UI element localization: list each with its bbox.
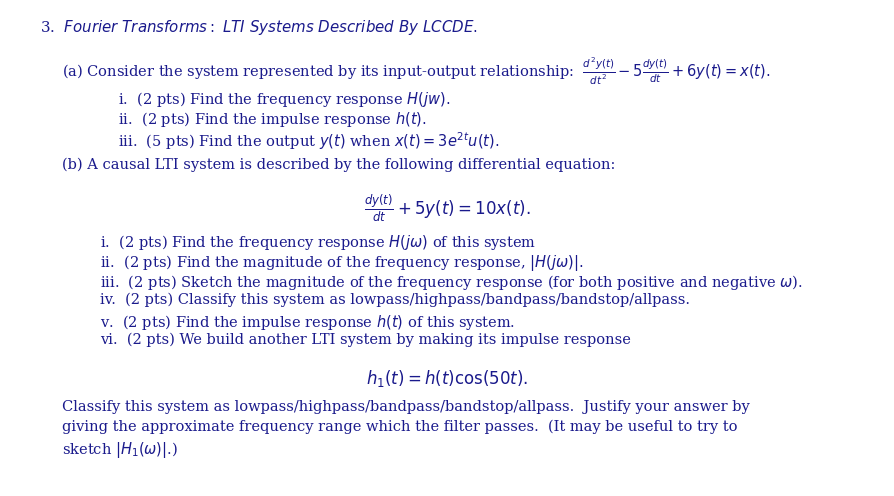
Text: $\frac{dy(t)}{dt} + 5y(t) = 10x(t).$: $\frac{dy(t)}{dt} + 5y(t) = 10x(t).$ [364,193,530,225]
Text: v.  (2 pts) Find the impulse response $h(t)$ of this system.: v. (2 pts) Find the impulse response $h(… [100,313,515,332]
Text: (a) Consider the system represented by its input-output relationship:  $\frac{d^: (a) Consider the system represented by i… [62,56,771,87]
Text: $h_1(t) = h(t)\cos(50t).$: $h_1(t) = h(t)\cos(50t).$ [366,368,528,389]
Text: iv.  (2 pts) Classify this system as lowpass/highpass/bandpass/bandstop/allpass.: iv. (2 pts) Classify this system as lowp… [100,293,690,308]
Text: i.  (2 pts) Find the frequency response $H(j\omega)$ of this system: i. (2 pts) Find the frequency response $… [100,233,536,252]
Text: 3.  $\it{Fourier\ Transforms:\ LTI\ Systems\ Described\ By\ LCCDE.}$: 3. $\it{Fourier\ Transforms:\ LTI\ Syste… [40,18,477,37]
Text: vi.  (2 pts) We build another LTI system by making its impulse response: vi. (2 pts) We build another LTI system … [100,333,631,347]
Text: giving the approximate frequency range which the filter passes.  (It may be usef: giving the approximate frequency range w… [62,420,738,434]
Text: (b) A causal LTI system is described by the following differential equation:: (b) A causal LTI system is described by … [62,158,615,173]
Text: sketch $|H_1(\omega)|$.): sketch $|H_1(\omega)|$.) [62,440,178,460]
Text: ii.  (2 pts) Find the magnitude of the frequency response, $|H(j\omega)|.$: ii. (2 pts) Find the magnitude of the fr… [100,253,583,273]
Text: Classify this system as lowpass/highpass/bandpass/bandstop/allpass.  Justify you: Classify this system as lowpass/highpass… [62,400,750,414]
Text: ii.  (2 pts) Find the impulse response $h(t).$: ii. (2 pts) Find the impulse response $h… [118,110,426,129]
Text: iii.  (2 pts) Sketch the magnitude of the frequency response (for both positive : iii. (2 pts) Sketch the magnitude of the… [100,273,803,292]
Text: iii.  (5 pts) Find the output $y(t)$ when $x(t) = 3e^{2t}u(t).$: iii. (5 pts) Find the output $y(t)$ when… [118,130,500,152]
Text: i.  (2 pts) Find the frequency response $H(jw).$: i. (2 pts) Find the frequency response $… [118,90,451,109]
